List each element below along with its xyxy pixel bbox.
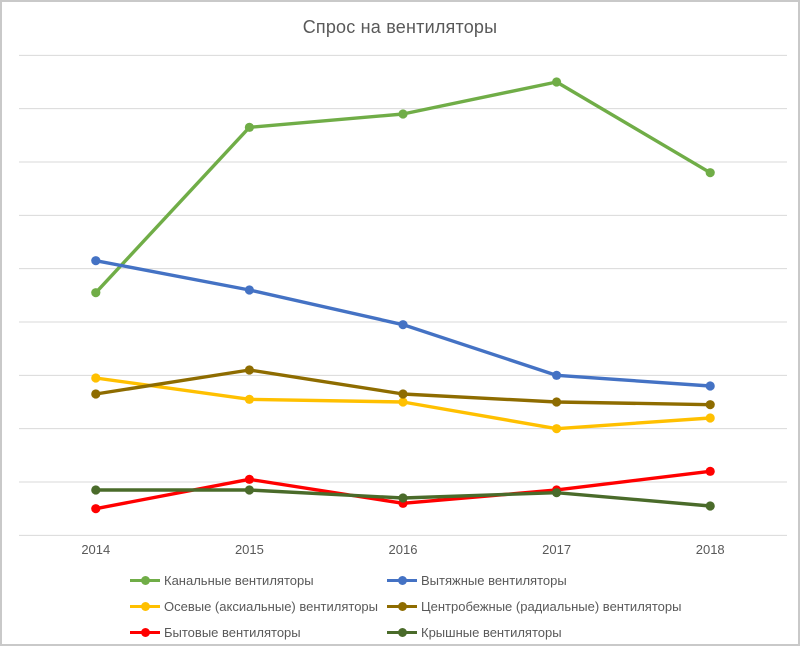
data-point-0 [244, 122, 254, 132]
legend-item-3: Центробежные (радиальные) вентиляторы [387, 597, 687, 615]
data-point-4 [705, 466, 715, 476]
data-point-5 [552, 488, 562, 498]
legend-item-5: Крышные вентиляторы [387, 623, 687, 641]
data-point-1 [244, 285, 254, 295]
x-tick-label: 2018 [696, 542, 725, 557]
data-point-2 [244, 394, 254, 404]
data-point-0 [552, 77, 562, 87]
data-point-3 [91, 389, 101, 399]
x-tick-label: 2015 [235, 542, 264, 557]
legend-item-0: Канальные вентиляторы [130, 571, 387, 589]
data-point-3 [552, 397, 562, 407]
data-point-2 [705, 413, 715, 423]
data-point-2 [91, 373, 101, 383]
data-point-0 [398, 109, 408, 119]
data-point-1 [552, 370, 562, 380]
data-point-4 [244, 474, 254, 484]
legend-label: Бытовые вентиляторы [164, 624, 301, 640]
data-point-1 [705, 381, 715, 391]
legend-label: Осевые (аксиальные) вентиляторы [164, 598, 378, 614]
legend-label: Крышные вентиляторы [421, 624, 562, 640]
data-point-5 [91, 485, 101, 495]
legend-item-1: Вытяжные вентиляторы [387, 571, 687, 589]
x-tick-label: 2014 [81, 542, 110, 557]
x-tick-label: 2016 [389, 542, 418, 557]
legend-item-4: Бытовые вентиляторы [130, 623, 387, 641]
legend-marker-icon [387, 575, 417, 585]
data-point-1 [91, 256, 101, 266]
legend-marker-icon [387, 627, 417, 637]
legend-label: Вытяжные вентиляторы [421, 572, 567, 588]
data-point-3 [398, 389, 408, 399]
data-point-4 [91, 504, 101, 514]
data-point-5 [705, 501, 715, 511]
data-point-3 [244, 365, 254, 375]
chart-legend: Канальные вентиляторы Вытяжные вентилятор… [130, 571, 687, 641]
data-point-2 [552, 424, 562, 434]
legend-label: Канальные вентиляторы [164, 572, 314, 588]
legend-item-2: Осевые (аксиальные) вентиляторы [130, 597, 387, 615]
chart-title: Спрос на вентиляторы [302, 17, 498, 37]
legend-marker-icon [130, 601, 160, 611]
legend-marker-icon [387, 601, 417, 611]
data-point-2 [398, 397, 408, 407]
data-point-5 [398, 493, 408, 503]
data-point-0 [705, 168, 715, 178]
legend-label: Центробежные (радиальные) вентиляторы [421, 598, 682, 614]
data-point-1 [398, 320, 408, 330]
legend-marker-icon [130, 575, 160, 585]
data-point-5 [244, 485, 254, 495]
x-tick-label: 2017 [542, 542, 571, 557]
legend-marker-icon [130, 627, 160, 637]
data-point-0 [91, 288, 101, 298]
data-point-3 [705, 400, 715, 410]
